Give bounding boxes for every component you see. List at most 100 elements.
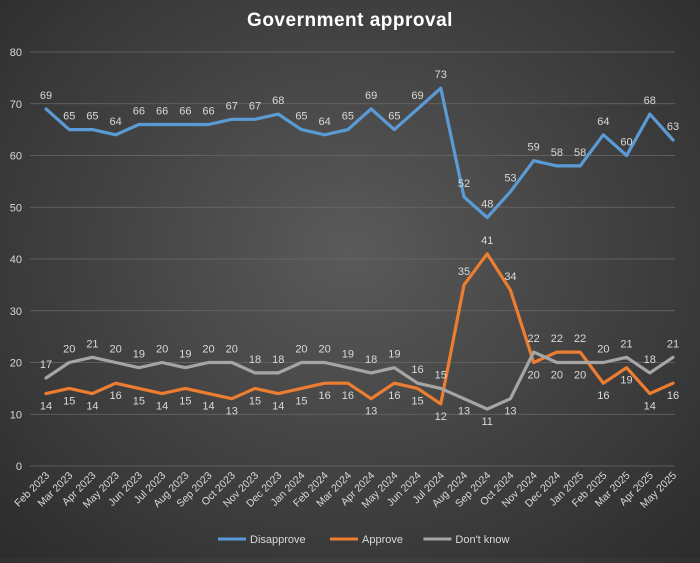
data-label-dont-know: 20 [226,344,238,356]
legend: Disapprove Approve Don't know [218,534,510,546]
data-label-disapprove: 59 [528,142,540,154]
y-tick-label: 50 [10,202,22,214]
series-line-approve [44,252,675,406]
data-label-disapprove: 66 [202,105,214,117]
data-label-approve: 15 [63,395,75,407]
legend-label-approve: Approve [362,534,403,546]
data-label-dont-know: 13 [504,406,516,418]
data-label-dont-know: 22 [528,333,540,345]
data-label-disapprove: 58 [574,147,586,159]
data-label-approve: 35 [458,266,470,278]
y-tick-label: 30 [10,306,22,318]
data-label-approve: 34 [504,271,516,283]
chart-title: Government approval [247,10,453,31]
data-label-dont-know: 21 [620,338,632,350]
data-label-approve: 12 [435,411,447,423]
data-label-dont-know: 18 [644,354,656,366]
y-axis: 0 10 20 30 40 50 60 70 80 [10,47,22,473]
data-label-disapprove: 68 [644,95,656,107]
data-label-approve: 16 [667,390,679,402]
legend-label-disapprove: Disapprove [250,534,306,546]
data-label-dont-know: 19 [179,349,191,361]
data-label-disapprove: 65 [295,111,307,123]
data-label-dont-know: 20 [574,370,586,382]
data-label-approve: 15 [411,395,423,407]
data-label-dont-know: 11 [482,416,493,428]
data-label-approve: 15 [133,395,145,407]
y-tick-label: 10 [10,409,22,421]
data-label-disapprove: 67 [249,100,261,112]
data-label-dont-know: 19 [133,349,145,361]
data-label-dont-know: 18 [272,354,284,366]
data-label-approve: 14 [40,401,52,413]
data-label-dont-know: 21 [86,338,98,350]
data-label-dont-know: 20 [63,344,75,356]
data-label-dont-know: 19 [388,349,400,361]
data-label-disapprove: 64 [319,116,331,128]
data-label-disapprove: 52 [458,178,470,190]
data-label-approve: 14 [86,401,98,413]
data-label-approve: 13 [226,406,238,418]
gridlines [30,51,675,467]
series-line-dont-know [44,350,675,411]
data-label-approve: 16 [388,390,400,402]
data-label-disapprove: 69 [365,90,377,102]
data-label-approve: 16 [319,390,331,402]
data-label-disapprove: 53 [504,173,516,185]
data-label-approve: 16 [342,390,354,402]
data-label-dont-know: 20 [156,344,168,356]
y-tick-label: 20 [10,358,22,370]
legend-label-dont-know: Don't know [455,534,509,546]
data-label-disapprove: 64 [597,116,609,128]
data-label-dont-know: 21 [667,338,679,350]
data-label-disapprove: 60 [620,137,632,149]
data-labels: 69 65 65 64 66 66 66 66 67 67 68 65 64 65 69 65 69 73 52 48… [40,69,679,428]
data-label-disapprove: 65 [388,111,400,123]
y-tick-label: 70 [10,99,22,111]
data-label-disapprove: 65 [86,111,98,123]
data-label-approve: 16 [597,390,609,402]
data-label-dont-know: 19 [342,349,354,361]
data-label-approve: 14 [644,401,656,413]
y-tick-label: 0 [16,461,22,473]
data-label-approve: 13 [365,406,377,418]
data-label-dont-know: 18 [365,354,377,366]
data-label-disapprove: 65 [342,111,354,123]
data-label-dont-know: 20 [295,344,307,356]
data-label-dont-know: 16 [411,364,423,376]
data-label-dont-know: 18 [249,354,261,366]
data-label-disapprove: 63 [667,121,679,133]
data-label-approve: 14 [272,401,284,413]
data-label-approve: 15 [295,395,307,407]
data-label-disapprove: 66 [156,105,168,117]
data-label-dont-know: 20 [319,344,331,356]
data-label-approve: 14 [156,401,168,413]
y-tick-label: 80 [10,47,22,59]
data-label-disapprove: 67 [226,100,238,112]
data-label-dont-know: 20 [110,344,122,356]
data-label-approve: 19 [620,375,632,387]
data-label-disapprove: 66 [133,105,145,117]
series-lines [44,86,675,411]
data-label-approve: 41 [481,235,493,247]
data-label-disapprove: 65 [63,111,75,123]
data-label-disapprove: 58 [551,147,563,159]
y-tick-label: 40 [10,254,22,266]
data-label-disapprove: 69 [40,90,52,102]
data-label-disapprove: 64 [110,116,122,128]
data-label-approve: 14 [202,401,214,413]
data-label-disapprove: 73 [435,69,447,81]
data-label-approve: 16 [110,390,122,402]
data-label-approve: 15 [249,395,261,407]
data-label-dont-know: 17 [40,359,52,371]
data-label-dont-know: 20 [551,370,563,382]
data-label-disapprove: 66 [179,105,191,117]
data-label-approve: 20 [528,370,540,382]
series-line-disapprove [44,86,675,220]
data-label-approve: 15 [179,395,191,407]
data-label-approve: 22 [574,333,586,345]
y-tick-label: 60 [10,151,22,163]
